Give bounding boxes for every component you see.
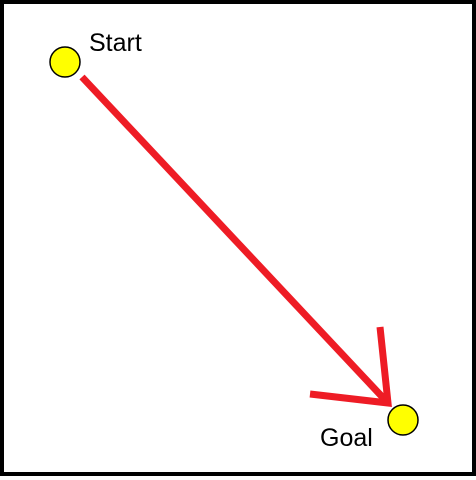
arrow-shaft: [79, 74, 391, 406]
goal-label: Goal: [320, 424, 373, 452]
arrowhead: [309, 326, 392, 407]
goal-marker: [387, 404, 419, 436]
start-label: Start: [89, 29, 142, 57]
start-marker: [49, 46, 81, 78]
diagram-canvas: [49, 46, 419, 436]
